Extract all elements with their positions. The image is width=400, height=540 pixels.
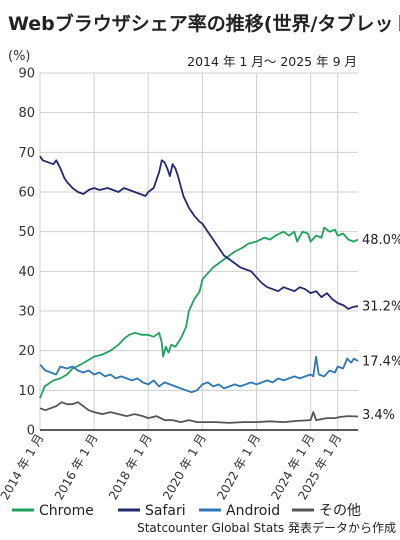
x-tick-label: 2018 年 1 月 bbox=[106, 432, 155, 503]
legend-label-safari: Safari bbox=[145, 503, 186, 519]
y-tick-label: 80 bbox=[18, 106, 35, 121]
chart-period: 2014 年 1 月～ 2025 年 9 月 bbox=[187, 54, 357, 69]
y-tick-labels: 0 10 20 30 40 50 60 70 80 90 bbox=[18, 67, 35, 439]
legend: Chrome Safari Android その他 bbox=[12, 503, 361, 519]
end-label-chrome: 48.0% bbox=[362, 233, 400, 248]
y-tick-label: 0 bbox=[27, 424, 35, 439]
series-lines bbox=[39, 155, 359, 424]
end-labels: 48.0% 31.2% 17.4% 3.4% bbox=[362, 233, 400, 423]
series-line-android bbox=[39, 355, 359, 394]
y-tick-label: 70 bbox=[18, 146, 35, 161]
x-tick-label: 2020 年 1 月 bbox=[160, 432, 209, 503]
legend-label-other: その他 bbox=[319, 503, 361, 519]
x-tick-labels: 2014 年 1 月 2016 年 1 月 2018 年 1 月 2020 年 1 月… bbox=[0, 432, 344, 503]
grid-lines bbox=[39, 72, 358, 430]
y-axis-label: (%) bbox=[8, 49, 31, 64]
end-label-android: 17.4% bbox=[362, 354, 400, 369]
end-label-safari: 31.2% bbox=[362, 300, 400, 315]
series-line-safari bbox=[39, 155, 359, 310]
legend-label-android: Android bbox=[226, 503, 280, 519]
legend-label-chrome: Chrome bbox=[39, 503, 94, 519]
y-tick-label: 10 bbox=[18, 384, 35, 399]
y-tick-label: 40 bbox=[18, 265, 35, 280]
source-note: Statcounter Global Stats 発表データから作成 bbox=[137, 520, 396, 535]
end-label-other: 3.4% bbox=[362, 408, 395, 423]
y-tick-label: 60 bbox=[18, 186, 35, 201]
x-tick-label: 2022 年 1 月 bbox=[214, 432, 263, 503]
x-tick-label: 2016 年 1 月 bbox=[52, 432, 101, 503]
x-tick-label: 2014 年 1 月 bbox=[0, 432, 47, 503]
series-line-other bbox=[39, 401, 359, 424]
y-tick-label: 50 bbox=[18, 225, 35, 240]
series-line-chrome bbox=[39, 226, 359, 399]
y-tick-label: 90 bbox=[18, 67, 35, 82]
y-tick-label: 20 bbox=[18, 344, 35, 359]
y-tick-label: 30 bbox=[18, 305, 35, 320]
chart-title: Webブラウザシェア率の推移(世界/タブレット) bbox=[8, 12, 400, 35]
